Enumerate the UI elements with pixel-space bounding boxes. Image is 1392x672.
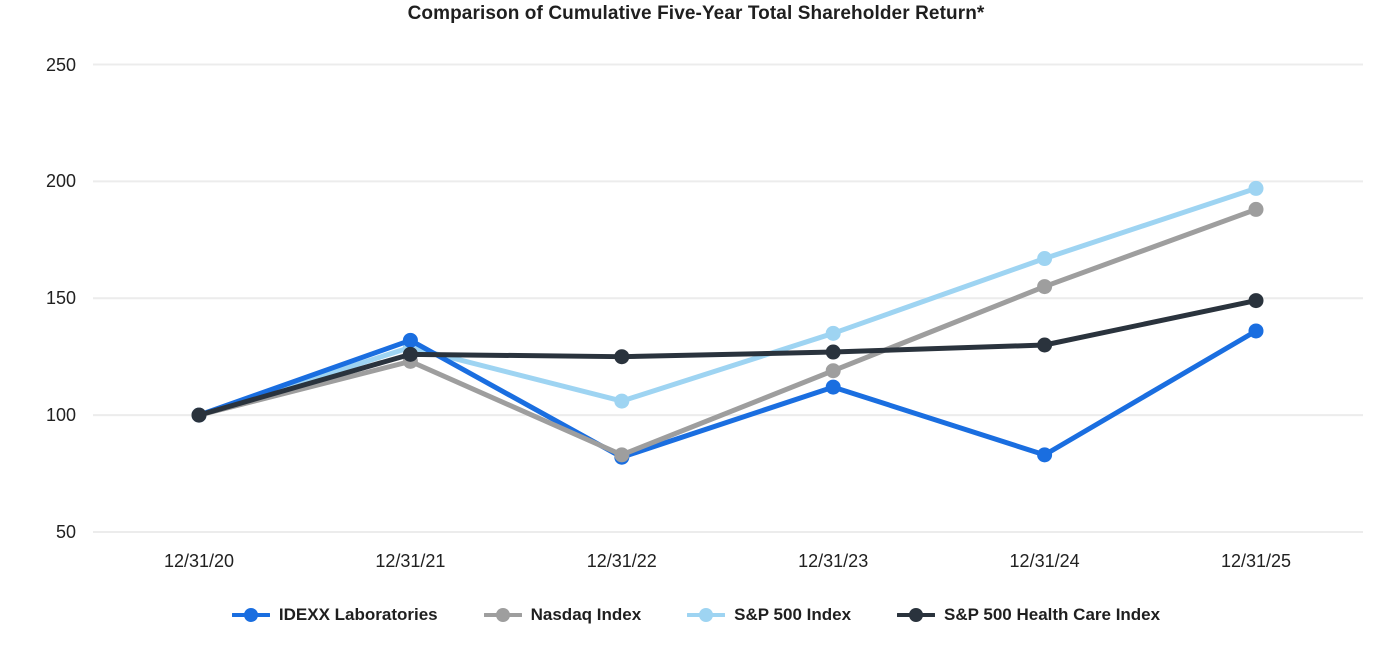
legend-marker-icon bbox=[231, 608, 270, 622]
x-tick-label-12-31-21: 12/31/21 bbox=[375, 551, 446, 571]
legend-label: Nasdaq Index bbox=[530, 605, 642, 624]
x-tick-label-12-31-24: 12/31/24 bbox=[1009, 551, 1080, 571]
series-line-s-p-500-index bbox=[196, 185, 1259, 418]
data-point bbox=[402, 332, 418, 348]
x-tick-label-12-31-25: 12/31/25 bbox=[1220, 551, 1292, 571]
y-tick-label-50: 50 bbox=[55, 522, 76, 542]
data-point bbox=[191, 407, 207, 423]
data-point bbox=[614, 349, 630, 365]
series-line-idexx-laboratories bbox=[196, 328, 1259, 460]
y-tick-label-100: 100 bbox=[45, 405, 76, 426]
data-point bbox=[1037, 337, 1053, 353]
x-tick-label-12-31-22: 12/31/22 bbox=[586, 551, 657, 571]
y-tick-label-200: 200 bbox=[45, 171, 76, 192]
legend-label: S&P 500 Health Care Index bbox=[944, 605, 1161, 624]
data-point bbox=[1248, 293, 1264, 309]
legend-marker-icon bbox=[687, 608, 726, 622]
data-point bbox=[614, 393, 630, 409]
x-tick-label-12-31-23: 12/31/23 bbox=[798, 551, 869, 571]
data-point bbox=[1037, 447, 1053, 463]
y-tick-label-250: 250 bbox=[45, 54, 76, 75]
data-point bbox=[1037, 251, 1053, 267]
legend-item-s-p-500-index: S&P 500 Index bbox=[687, 605, 851, 625]
data-point bbox=[614, 447, 630, 463]
data-point bbox=[1248, 323, 1264, 339]
data-point bbox=[1248, 180, 1264, 196]
legend-item-s-p-500-health-care-index: S&P 500 Health Care Index bbox=[897, 605, 1160, 625]
legend-item-nasdaq-index: Nasdaq Index bbox=[483, 605, 642, 625]
legend: IDEXX Laboratories Nasdaq Index S&P 500 In… bbox=[0, 605, 1392, 625]
data-point bbox=[825, 344, 841, 360]
x-tick-label-12-31-20: 12/31/20 bbox=[163, 551, 235, 571]
legend-item-idexx-laboratories: IDEXX Laboratories bbox=[231, 605, 438, 625]
legend-marker-icon bbox=[483, 608, 522, 622]
data-point bbox=[1248, 201, 1264, 217]
legend-label: S&P 500 Index bbox=[734, 605, 852, 624]
data-point bbox=[402, 346, 418, 362]
series-line-nasdaq-index bbox=[196, 206, 1259, 458]
legend-marker-icon bbox=[897, 608, 936, 622]
y-tick-label-150: 150 bbox=[45, 288, 76, 309]
data-point bbox=[1037, 279, 1053, 295]
chart-title: Comparison of Cumulative Five-Year Total… bbox=[407, 3, 985, 24]
data-point bbox=[825, 325, 841, 341]
legend-label: IDEXX Laboratories bbox=[278, 605, 438, 624]
series-line-s-p-500-health-care-index bbox=[196, 298, 1259, 418]
data-point bbox=[825, 363, 841, 379]
data-point bbox=[825, 379, 841, 395]
